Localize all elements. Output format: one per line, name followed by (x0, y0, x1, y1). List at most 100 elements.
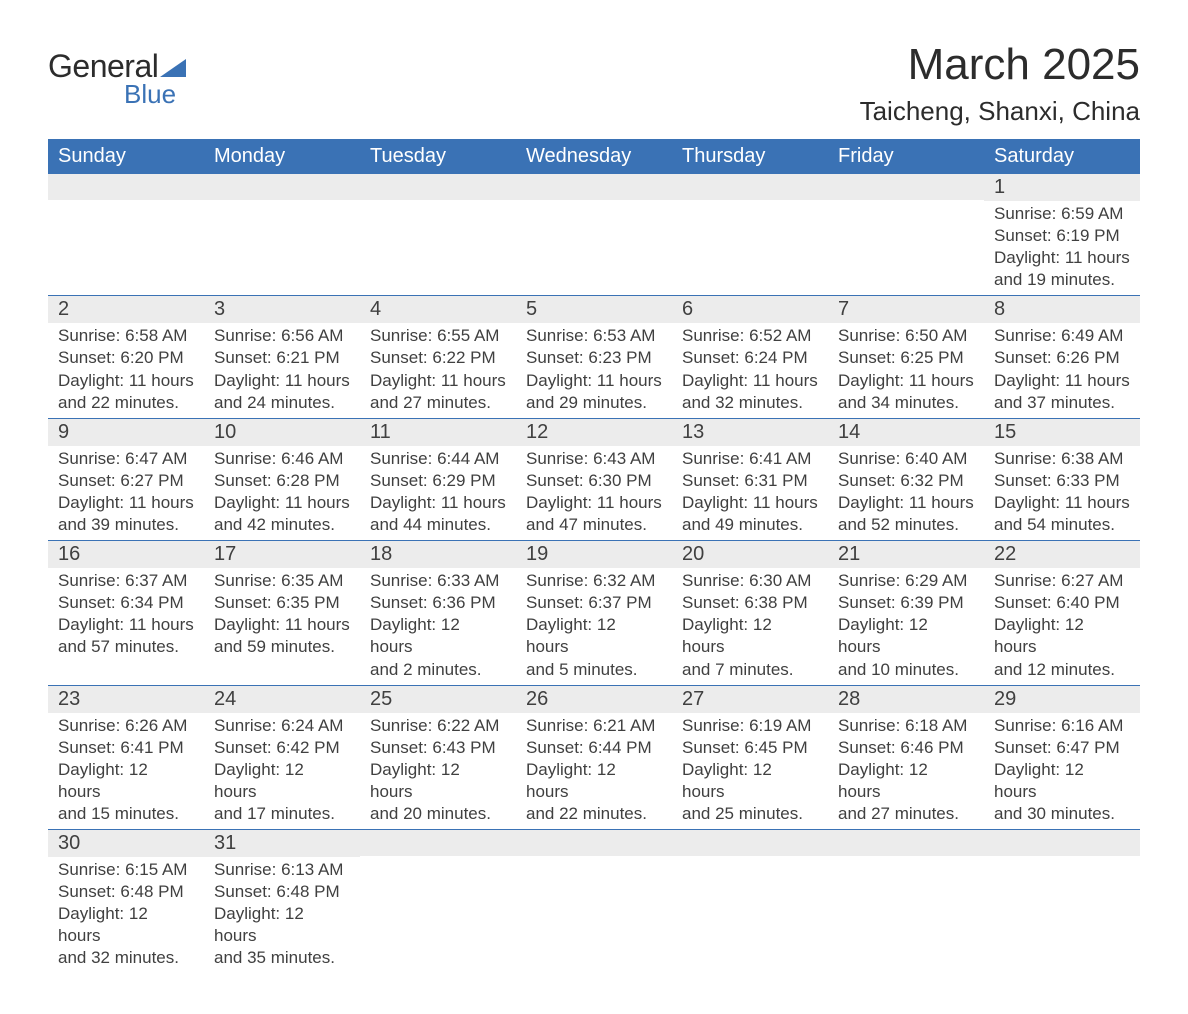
calendar-week: 16Sunrise: 6:37 AMSunset: 6:34 PMDayligh… (48, 541, 1140, 685)
calendar-day-empty (828, 174, 984, 296)
day-line: Sunset: 6:30 PM (526, 470, 662, 492)
day-number: 26 (516, 686, 672, 713)
calendar-day-empty (360, 174, 516, 296)
day-line: and 27 minutes. (370, 392, 506, 414)
calendar-day: 11Sunrise: 6:44 AMSunset: 6:29 PMDayligh… (360, 418, 516, 540)
day-data: Sunrise: 6:19 AMSunset: 6:45 PMDaylight:… (672, 713, 828, 829)
day-number (204, 174, 360, 200)
day-line: Daylight: 11 hours (58, 370, 194, 392)
calendar-body: 1Sunrise: 6:59 AMSunset: 6:19 PMDaylight… (48, 174, 1140, 974)
day-number: 1 (984, 174, 1140, 201)
day-number: 31 (204, 830, 360, 857)
calendar-day: 26Sunrise: 6:21 AMSunset: 6:44 PMDayligh… (516, 685, 672, 829)
day-line: Sunrise: 6:21 AM (526, 715, 662, 737)
day-line: Daylight: 12 hours (838, 759, 974, 803)
day-line: and 47 minutes. (526, 514, 662, 536)
day-line: and 49 minutes. (682, 514, 818, 536)
day-data (516, 200, 672, 284)
day-line: Daylight: 11 hours (682, 370, 818, 392)
day-line: Sunrise: 6:22 AM (370, 715, 506, 737)
day-line: Sunrise: 6:40 AM (838, 448, 974, 470)
day-line: Sunrise: 6:53 AM (526, 325, 662, 347)
day-data: Sunrise: 6:43 AMSunset: 6:30 PMDaylight:… (516, 446, 672, 540)
day-line: Sunrise: 6:26 AM (58, 715, 194, 737)
day-number: 3 (204, 296, 360, 323)
day-number: 9 (48, 419, 204, 446)
day-line: Sunset: 6:28 PM (214, 470, 350, 492)
day-data: Sunrise: 6:29 AMSunset: 6:39 PMDaylight:… (828, 568, 984, 684)
day-number (516, 830, 672, 856)
calendar-day: 5Sunrise: 6:53 AMSunset: 6:23 PMDaylight… (516, 296, 672, 418)
calendar-day: 12Sunrise: 6:43 AMSunset: 6:30 PMDayligh… (516, 418, 672, 540)
day-line: Sunrise: 6:13 AM (214, 859, 350, 881)
day-line: Daylight: 12 hours (526, 614, 662, 658)
day-line: Sunset: 6:23 PM (526, 347, 662, 369)
day-line: Sunrise: 6:55 AM (370, 325, 506, 347)
day-line: Sunset: 6:31 PM (682, 470, 818, 492)
day-line: Sunrise: 6:50 AM (838, 325, 974, 347)
calendar-day-empty (672, 174, 828, 296)
calendar-day: 1Sunrise: 6:59 AMSunset: 6:19 PMDaylight… (984, 174, 1140, 296)
day-data (204, 200, 360, 284)
calendar-week: 9Sunrise: 6:47 AMSunset: 6:27 PMDaylight… (48, 418, 1140, 540)
day-line: and 52 minutes. (838, 514, 974, 536)
day-data: Sunrise: 6:30 AMSunset: 6:38 PMDaylight:… (672, 568, 828, 684)
day-number (828, 830, 984, 856)
day-line: and 42 minutes. (214, 514, 350, 536)
day-line: Sunset: 6:48 PM (58, 881, 194, 903)
title-block: March 2025 Taicheng, Shanxi, China (860, 40, 1140, 127)
day-data: Sunrise: 6:58 AMSunset: 6:20 PMDaylight:… (48, 323, 204, 417)
day-line: Daylight: 11 hours (526, 492, 662, 514)
day-line: and 34 minutes. (838, 392, 974, 414)
day-line: and 25 minutes. (682, 803, 818, 825)
day-data: Sunrise: 6:15 AMSunset: 6:48 PMDaylight:… (48, 857, 204, 973)
day-number: 7 (828, 296, 984, 323)
day-data (360, 856, 516, 940)
day-number: 19 (516, 541, 672, 568)
day-line: Sunset: 6:43 PM (370, 737, 506, 759)
day-line: Sunrise: 6:18 AM (838, 715, 974, 737)
day-line: Daylight: 12 hours (994, 759, 1130, 803)
calendar-day-empty (516, 174, 672, 296)
day-line: Sunset: 6:19 PM (994, 225, 1130, 247)
day-number: 14 (828, 419, 984, 446)
day-line: Daylight: 11 hours (994, 492, 1130, 514)
day-line: and 54 minutes. (994, 514, 1130, 536)
day-line: and 5 minutes. (526, 659, 662, 681)
day-line: Sunset: 6:38 PM (682, 592, 818, 614)
calendar-day: 30Sunrise: 6:15 AMSunset: 6:48 PMDayligh… (48, 830, 204, 974)
day-line: and 57 minutes. (58, 636, 194, 658)
day-line: Sunrise: 6:46 AM (214, 448, 350, 470)
day-data: Sunrise: 6:52 AMSunset: 6:24 PMDaylight:… (672, 323, 828, 417)
day-line: Daylight: 11 hours (58, 492, 194, 514)
page-subtitle: Taicheng, Shanxi, China (860, 96, 1140, 127)
day-line: and 39 minutes. (58, 514, 194, 536)
day-line: Sunrise: 6:29 AM (838, 570, 974, 592)
day-line: Sunset: 6:24 PM (682, 347, 818, 369)
calendar-day: 16Sunrise: 6:37 AMSunset: 6:34 PMDayligh… (48, 541, 204, 685)
day-line: Daylight: 11 hours (994, 370, 1130, 392)
header: General Blue March 2025 Taicheng, Shanxi… (48, 40, 1140, 127)
day-line: Sunset: 6:48 PM (214, 881, 350, 903)
calendar-day: 2Sunrise: 6:58 AMSunset: 6:20 PMDaylight… (48, 296, 204, 418)
calendar-day: 25Sunrise: 6:22 AMSunset: 6:43 PMDayligh… (360, 685, 516, 829)
day-line: and 7 minutes. (682, 659, 818, 681)
day-line: Daylight: 11 hours (838, 492, 974, 514)
day-line: Sunrise: 6:37 AM (58, 570, 194, 592)
calendar-day: 29Sunrise: 6:16 AMSunset: 6:47 PMDayligh… (984, 685, 1140, 829)
calendar-day: 23Sunrise: 6:26 AMSunset: 6:41 PMDayligh… (48, 685, 204, 829)
day-line: Daylight: 12 hours (58, 903, 194, 947)
day-line: and 12 minutes. (994, 659, 1130, 681)
day-line: Sunrise: 6:38 AM (994, 448, 1130, 470)
day-data (516, 856, 672, 940)
day-line: Sunrise: 6:15 AM (58, 859, 194, 881)
day-data: Sunrise: 6:50 AMSunset: 6:25 PMDaylight:… (828, 323, 984, 417)
day-line: Sunset: 6:22 PM (370, 347, 506, 369)
day-line: Sunrise: 6:49 AM (994, 325, 1130, 347)
day-line: Sunrise: 6:41 AM (682, 448, 818, 470)
calendar-day: 27Sunrise: 6:19 AMSunset: 6:45 PMDayligh… (672, 685, 828, 829)
day-line: Daylight: 11 hours (58, 614, 194, 636)
day-line: Daylight: 12 hours (682, 614, 818, 658)
day-line: Sunset: 6:29 PM (370, 470, 506, 492)
day-number: 13 (672, 419, 828, 446)
